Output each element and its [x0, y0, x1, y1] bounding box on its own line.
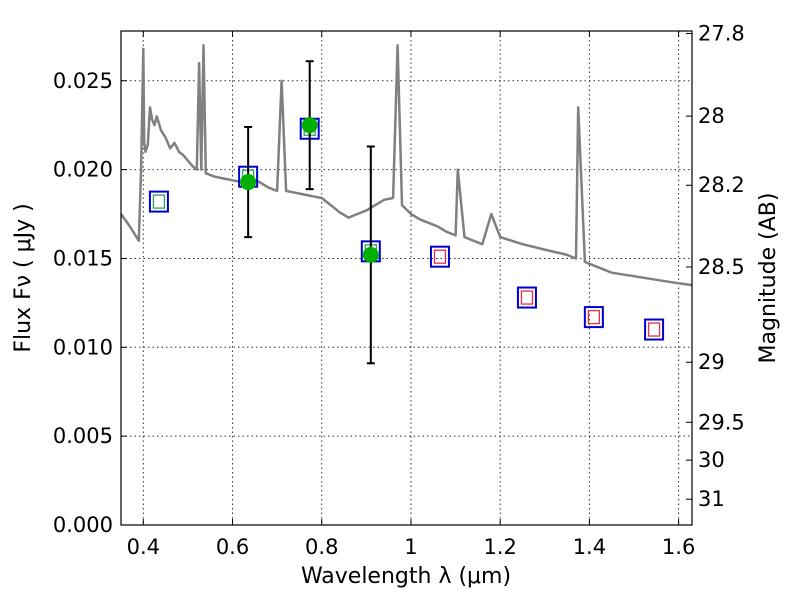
- observed-point: [240, 174, 257, 191]
- x-tick-label: 1: [404, 535, 417, 559]
- x-tick-label: 1.6: [662, 535, 695, 559]
- points-layer: [148, 60, 665, 365]
- y-tick-label: 0.020: [53, 158, 113, 182]
- y-right-axis-label: Magnitude (AB): [756, 193, 781, 364]
- model-box: [516, 286, 537, 309]
- model-box: [148, 190, 169, 213]
- y-tick-label: 0.000: [53, 513, 113, 537]
- model-inner-box: [647, 322, 661, 337]
- y-tick-label: 0.010: [53, 335, 113, 359]
- x-tick-label: 1.4: [573, 535, 606, 559]
- right-tick-label: 29: [698, 350, 725, 374]
- y-tick-label: 0.005: [53, 424, 113, 448]
- model-inner-box: [520, 290, 534, 305]
- spectrum-line: [119, 43, 693, 287]
- plot-frame: [120, 30, 693, 526]
- observed-point: [301, 117, 318, 134]
- model-box: [644, 318, 665, 341]
- right-tick-label: 28.5: [698, 255, 745, 279]
- observed-point: [362, 246, 379, 263]
- x-tick-label: 0.4: [127, 535, 160, 559]
- right-tick-label: 28.2: [698, 173, 745, 197]
- model-inner-box: [587, 309, 601, 325]
- model-inner-box: [433, 249, 447, 264]
- x-axis-label: Wavelength λ (μm): [301, 564, 511, 589]
- right-tick-label: 31: [698, 487, 725, 511]
- model-box: [429, 245, 450, 268]
- model-inner-box: [152, 194, 166, 209]
- y-tick-label: 0.025: [53, 69, 113, 93]
- y-tick-label: 0.015: [53, 246, 113, 270]
- model-box: [583, 306, 604, 329]
- right-tick-label: 27.8: [698, 21, 745, 45]
- y-axis-label: Flux Fν ( μJy ): [11, 203, 36, 352]
- x-tick-label: 1.2: [483, 535, 516, 559]
- right-tick-label: 30: [698, 448, 725, 472]
- grid-layer: [121, 31, 692, 526]
- x-tick-label: 0.8: [305, 535, 338, 559]
- spectrum-layer: [119, 43, 693, 287]
- right-tick-label: 28: [698, 104, 725, 128]
- ticks-layer: 0.4 0.6 0.8 1 1.2 1.4 1.6 0.000 0.005 0.010 0.015 0…: [53, 21, 745, 559]
- right-tick-label: 29.5: [698, 410, 745, 434]
- x-tick-label: 0.6: [216, 535, 249, 559]
